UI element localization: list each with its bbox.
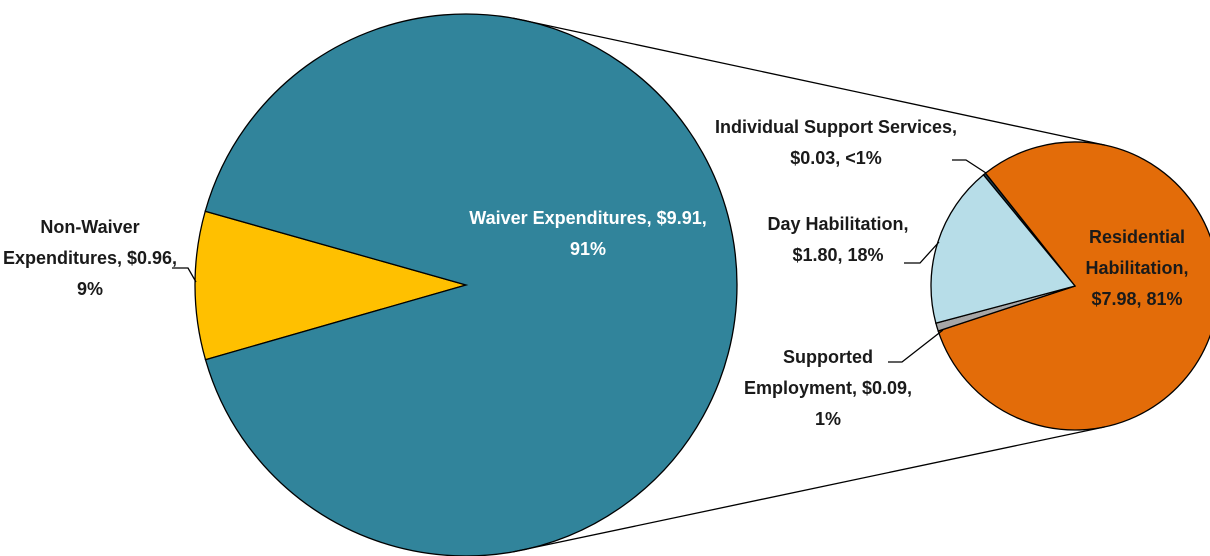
slice-value-label: $7.98, 81%	[1091, 289, 1183, 309]
slice-category: Non-Waiver Expenditures,	[2, 217, 140, 268]
leaders	[172, 159, 987, 363]
leader-line	[904, 241, 940, 264]
slice-label: Individual Support Services, $0.03, <1%	[710, 112, 962, 174]
pie-slice	[194, 210, 469, 361]
slice-value-label: $1.80, 18%	[792, 245, 884, 265]
slice-label: Non-Waiver Expenditures, $0.96, 9%	[0, 212, 180, 305]
slices	[194, 13, 1210, 556]
slice-label: Supported Employment, $0.09, 1%	[742, 342, 914, 435]
connector-line	[512, 426, 1106, 553]
slice-label: Waiver Expenditures, $9.91, 91%	[458, 203, 718, 265]
slice-value-label: $0.96, 9%	[76, 248, 178, 299]
slice-category: Supported Employment,	[743, 347, 873, 398]
pie-slice	[204, 13, 738, 556]
connector-line	[512, 17, 1106, 146]
pie-slice	[937, 141, 1210, 431]
slice-value-label: $9.91, 91%	[569, 208, 707, 259]
leader-line	[888, 329, 944, 363]
slice-category: Day Habilitation,	[767, 214, 909, 234]
leader-line	[952, 159, 987, 174]
pie-slice	[930, 173, 1077, 324]
slice-value-label: $0.03, <1%	[790, 148, 882, 168]
slice-label: Residential Habilitation, $7.98, 81%	[1062, 222, 1210, 315]
slice-category: Individual Support Services,	[714, 117, 958, 137]
slice-label: Day Habilitation, $1.80, 18%	[760, 209, 916, 271]
slice-value-label: $0.09, 1%	[814, 378, 913, 429]
leader-line	[172, 267, 197, 283]
slice-category: Waiver Expenditures,	[469, 208, 652, 228]
slice-category: Residential Habilitation,	[1085, 227, 1189, 278]
